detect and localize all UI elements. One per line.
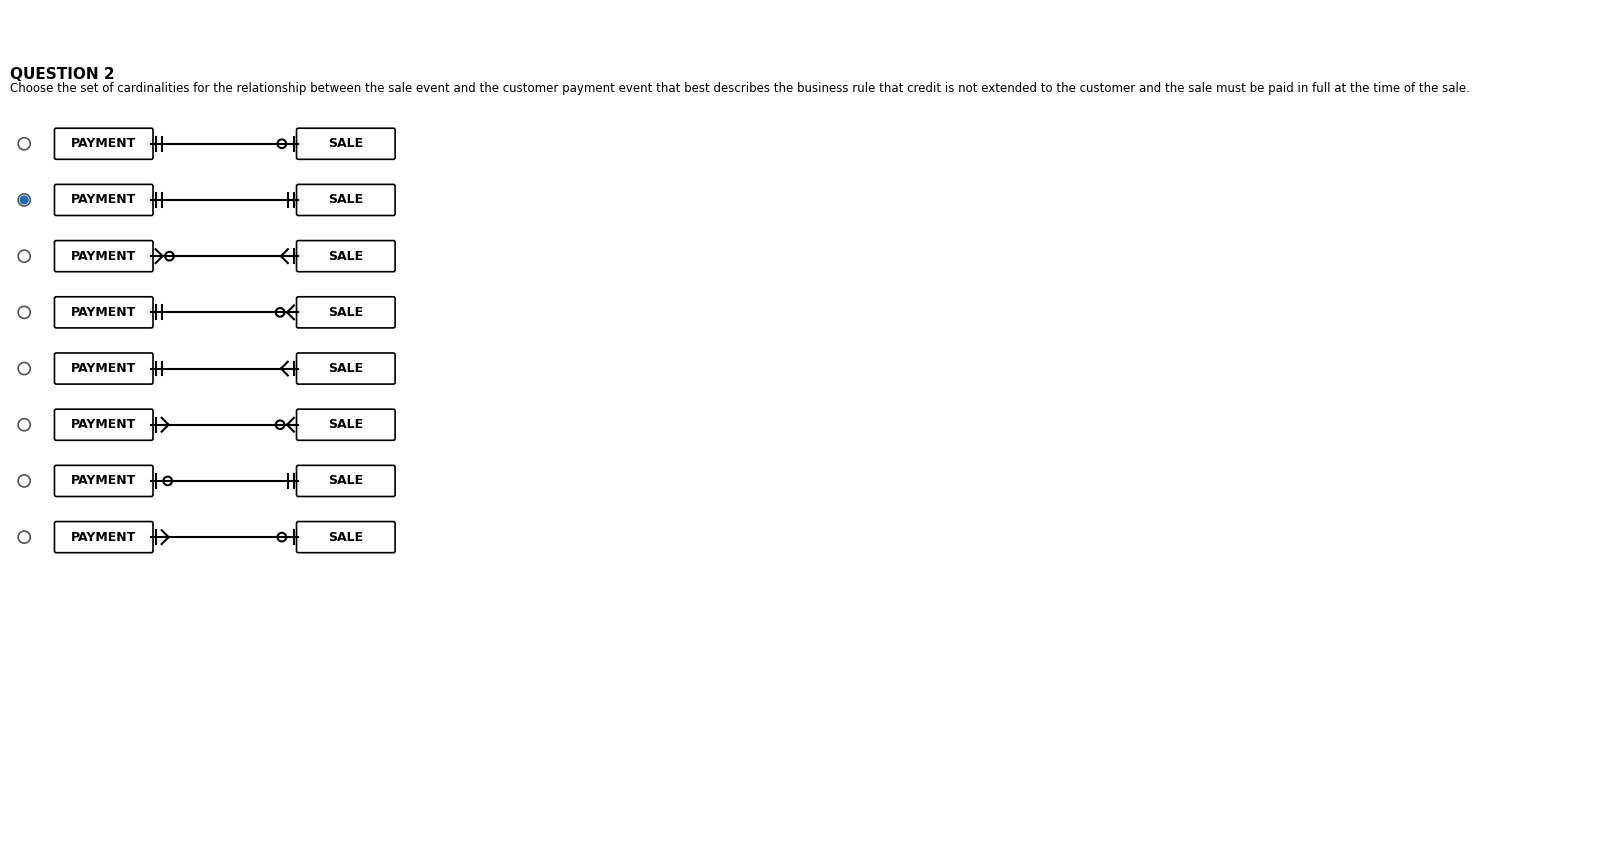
Text: SALE: SALE: [328, 418, 364, 431]
Text: PAYMENT: PAYMENT: [71, 306, 136, 319]
FancyBboxPatch shape: [296, 240, 395, 272]
Text: PAYMENT: PAYMENT: [71, 475, 136, 487]
FancyBboxPatch shape: [296, 297, 395, 328]
Text: SALE: SALE: [328, 362, 364, 375]
FancyBboxPatch shape: [55, 240, 154, 272]
Text: SALE: SALE: [328, 137, 364, 151]
FancyBboxPatch shape: [55, 353, 154, 384]
FancyBboxPatch shape: [296, 465, 395, 497]
FancyBboxPatch shape: [55, 129, 154, 159]
Text: QUESTION 2: QUESTION 2: [10, 67, 115, 82]
FancyBboxPatch shape: [55, 465, 154, 497]
Text: PAYMENT: PAYMENT: [71, 418, 136, 431]
Text: PAYMENT: PAYMENT: [71, 530, 136, 544]
Text: Choose the set of cardinalities for the relationship between the sale event and : Choose the set of cardinalities for the …: [10, 81, 1471, 95]
FancyBboxPatch shape: [296, 129, 395, 159]
FancyBboxPatch shape: [55, 184, 154, 216]
FancyBboxPatch shape: [55, 409, 154, 440]
Text: SALE: SALE: [328, 194, 364, 206]
FancyBboxPatch shape: [55, 297, 154, 328]
FancyBboxPatch shape: [296, 409, 395, 440]
Text: PAYMENT: PAYMENT: [71, 362, 136, 375]
Text: PAYMENT: PAYMENT: [71, 194, 136, 206]
FancyBboxPatch shape: [55, 521, 154, 552]
FancyBboxPatch shape: [296, 521, 395, 552]
Text: SALE: SALE: [328, 530, 364, 544]
Circle shape: [21, 196, 28, 204]
FancyBboxPatch shape: [296, 353, 395, 384]
Text: SALE: SALE: [328, 475, 364, 487]
Text: SALE: SALE: [328, 306, 364, 319]
Text: PAYMENT: PAYMENT: [71, 137, 136, 151]
Text: SALE: SALE: [328, 250, 364, 262]
FancyBboxPatch shape: [296, 184, 395, 216]
Text: PAYMENT: PAYMENT: [71, 250, 136, 262]
